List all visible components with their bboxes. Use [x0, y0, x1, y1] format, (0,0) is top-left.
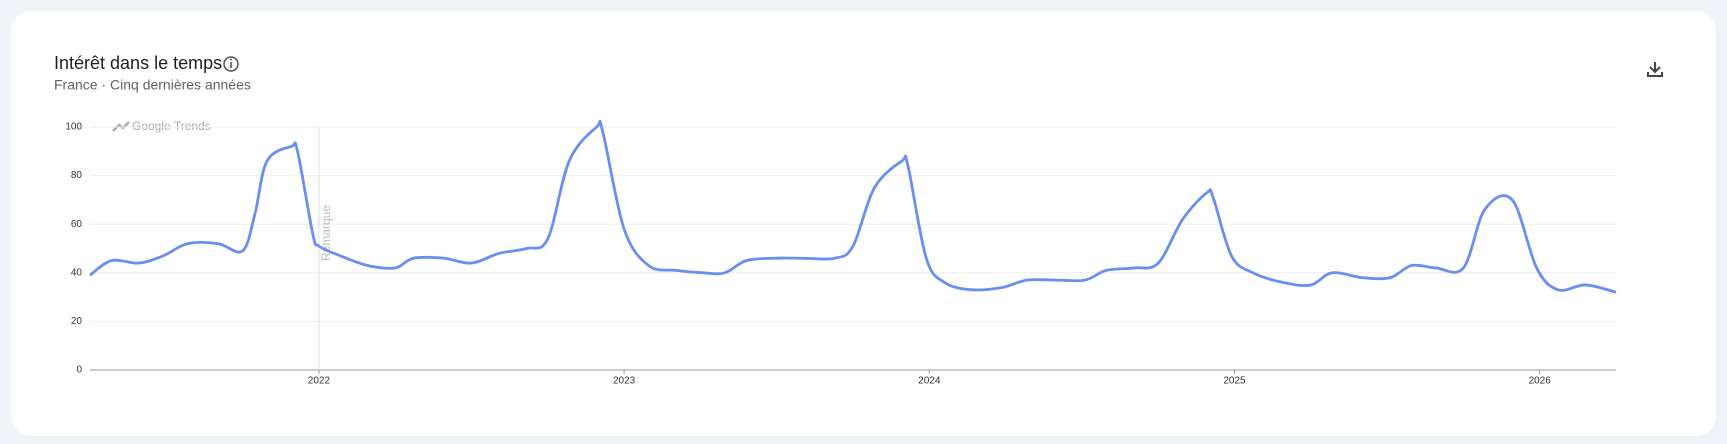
x-tick-label: 2023 [613, 376, 636, 387]
y-tick-label: 80 [71, 170, 83, 181]
info-icon[interactable] [223, 56, 239, 72]
chart-title: Intérêt dans le temps [54, 53, 222, 73]
chart-subtitle: France · Cinq dernières années [54, 77, 251, 93]
card [11, 11, 1716, 436]
y-tick-label: 100 [65, 122, 82, 133]
y-tick-label: 40 [71, 267, 83, 278]
y-tick-label: 0 [76, 365, 82, 376]
trend-line [89, 119, 1617, 294]
x-tick-label: 2026 [1529, 376, 1552, 387]
y-tick-label: 60 [71, 219, 83, 230]
y-tick-label: 20 [71, 316, 83, 327]
x-tick-label: 2024 [918, 376, 941, 387]
x-tick-label: 2025 [1223, 376, 1246, 387]
download-button[interactable] [1647, 62, 1663, 77]
x-tick-label: 2022 [308, 376, 331, 387]
watermark: Google Trends [132, 119, 211, 133]
